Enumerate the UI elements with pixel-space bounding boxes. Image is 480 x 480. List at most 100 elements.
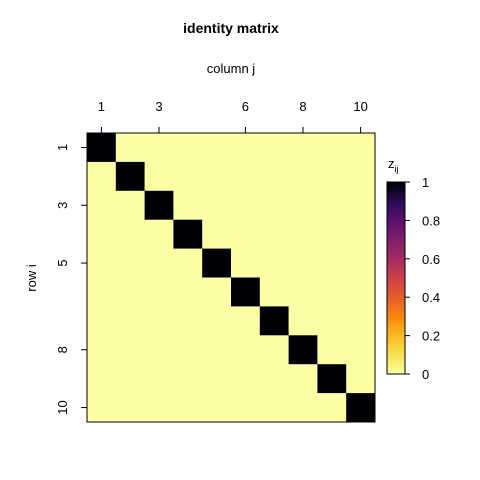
x-tick-label: 8 <box>299 99 306 114</box>
heatmap-cell <box>231 248 261 278</box>
y-tick-label: 5 <box>55 259 70 266</box>
heatmap-cell <box>259 133 289 163</box>
heatmap-cell <box>202 364 232 394</box>
heatmap-cell <box>115 248 145 278</box>
heatmap-cell <box>144 161 174 192</box>
heatmap-cell <box>231 277 261 307</box>
heatmap-cell <box>259 190 289 220</box>
colorbar-tick-label: 0.8 <box>422 213 440 228</box>
heatmap-cell <box>346 219 376 249</box>
heatmap-cell <box>346 248 376 278</box>
heatmap-cell <box>288 364 318 394</box>
heatmap-cell <box>288 393 318 423</box>
heatmap-cell <box>231 161 261 192</box>
heatmap-cell <box>173 161 203 192</box>
heatmap-cell <box>115 393 145 423</box>
heatmap-cell <box>144 393 174 423</box>
y-tick-label: 1 <box>55 144 70 151</box>
heatmap-cell <box>317 277 347 307</box>
heatmap-cell <box>173 393 203 423</box>
heatmap-cell <box>317 248 347 278</box>
heatmap-cell <box>346 393 376 423</box>
heatmap-cell <box>87 133 117 163</box>
heatmap-cell <box>115 364 145 394</box>
heatmap-cell <box>231 393 261 423</box>
y-tick-label: 8 <box>55 346 70 353</box>
heatmap-cell <box>173 190 203 220</box>
x-tick-label: 3 <box>155 99 162 114</box>
heatmap-cell <box>346 277 376 307</box>
heatmap-cell <box>317 393 347 423</box>
heatmap-cell <box>173 306 203 336</box>
heatmap-cell <box>317 161 347 192</box>
heatmap-cell <box>346 190 376 220</box>
heatmap-cell <box>288 277 318 307</box>
colorbar-title: zij <box>388 156 399 174</box>
heatmap-cell <box>288 161 318 192</box>
colorbar-title-sub: ij <box>395 164 399 174</box>
heatmap-cell <box>346 133 376 163</box>
heatmap-cell <box>259 161 289 192</box>
heatmap-cell <box>231 190 261 220</box>
heatmap-cell <box>87 364 117 394</box>
heatmap-cell <box>231 133 261 163</box>
heatmap-cell <box>115 335 145 365</box>
heatmap-cell <box>115 219 145 249</box>
heatmap-cell <box>173 335 203 365</box>
heatmap-cell <box>259 335 289 365</box>
x-tick-label: 6 <box>242 99 249 114</box>
heatmap-cell <box>317 335 347 365</box>
heatmap-cell <box>231 335 261 365</box>
colorbar-tick-label: 0 <box>422 367 429 382</box>
plot-frame <box>86 132 376 423</box>
heatmap-cell <box>115 306 145 336</box>
chart-title: identity matrix <box>183 20 279 36</box>
y-tick-label: 3 <box>55 202 70 209</box>
heatmap-cell <box>173 133 203 163</box>
heatmap-cell <box>144 190 174 220</box>
heatmap-cell <box>317 219 347 249</box>
heatmap-cell <box>87 219 117 249</box>
heatmap-cell <box>144 306 174 336</box>
heatmap-cell <box>231 364 261 394</box>
heatmap-cell <box>144 219 174 249</box>
heatmap-cell <box>231 306 261 336</box>
heatmap-cell <box>288 190 318 220</box>
heatmap-cell <box>317 190 347 220</box>
heatmap-cell <box>231 219 261 249</box>
heatmap-cell <box>288 133 318 163</box>
heatmap-cell <box>317 364 347 394</box>
heatmap-cell <box>346 161 376 192</box>
heatmap-cell <box>87 190 117 220</box>
heatmap-cell <box>115 133 145 163</box>
heatmap-cell <box>259 364 289 394</box>
heatmap-cell <box>317 133 347 163</box>
heatmap-cell <box>144 248 174 278</box>
heatmap-cell <box>202 133 232 163</box>
heatmap-cell <box>288 306 318 336</box>
y-axis: 1 3 5 8 10 <box>55 144 87 415</box>
heatmap-cell <box>202 277 232 307</box>
x-tick-label: 10 <box>353 99 367 114</box>
heatmap-cell <box>115 277 145 307</box>
colorbar-tick-label: 0.6 <box>422 252 440 267</box>
heatmap-cell <box>202 335 232 365</box>
heatmap-cell <box>317 306 347 336</box>
heatmap-cell <box>202 306 232 336</box>
colorbar-title-main: z <box>388 156 395 171</box>
heatmap-cell <box>346 364 376 394</box>
colorbar-gradient <box>386 181 406 375</box>
heatmap-cell <box>173 277 203 307</box>
x-axis: 1 3 6 8 10 <box>98 99 368 133</box>
heatmap-cell <box>173 364 203 394</box>
heatmap-cell <box>144 364 174 394</box>
heatmap-cell <box>144 277 174 307</box>
heatmap-cells <box>87 133 376 423</box>
heatmap-cell <box>202 190 232 220</box>
y-axis-label: row i <box>24 264 39 292</box>
heatmap-cell <box>202 219 232 249</box>
heatmap-cell <box>144 133 174 163</box>
heatmap-cell <box>115 161 145 192</box>
heatmap-cell <box>202 393 232 423</box>
